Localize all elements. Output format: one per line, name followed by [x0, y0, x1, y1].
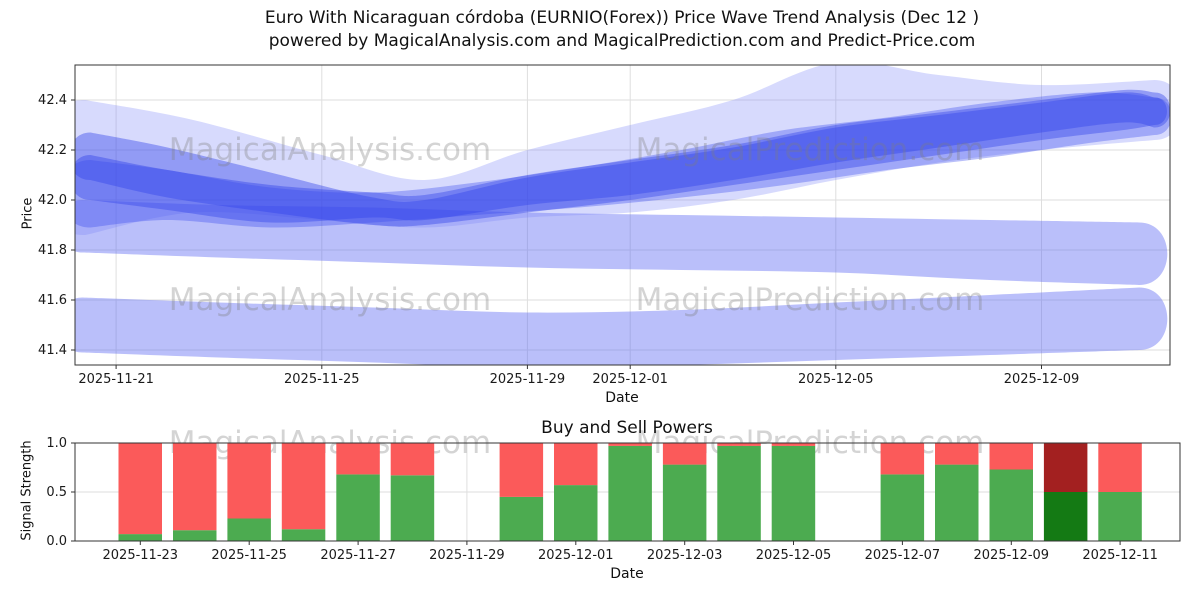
x-tick-label: 2025-11-25 [211, 548, 287, 563]
x-tick-label: 2025-11-25 [284, 372, 360, 387]
x-tick-label: 2025-11-29 [490, 372, 566, 387]
x-tick-label: 2025-11-29 [429, 548, 505, 563]
buy-bar-segment [281, 529, 326, 541]
buy-bar-segment [1098, 492, 1142, 541]
buy-bar-segment [608, 445, 652, 541]
buy-bar-segment [554, 485, 598, 541]
date-axis-label-bottom: Date [610, 566, 644, 582]
price-band-trend-b [75, 92, 1167, 227]
plot-border [74, 64, 1171, 366]
signal-axis-label: Signal Strength [19, 440, 35, 541]
buy-bar-segment [880, 474, 925, 541]
price-axis-label: Price [20, 197, 36, 230]
buy-bar-segment [173, 530, 217, 541]
y-tick-label: 0.0 [46, 534, 67, 549]
y-tick-label: 0.5 [46, 485, 67, 500]
sell-bar-segment [1098, 443, 1142, 492]
buy-bar-segment [717, 445, 761, 541]
y-tick-label: 42.4 [38, 93, 67, 108]
sell-bar-segment [390, 443, 435, 476]
buy-bar-segment [1043, 492, 1088, 541]
plot-border [74, 442, 1181, 542]
y-tick-label: 41.4 [38, 343, 67, 358]
sell-bar-segment [662, 443, 707, 465]
sell-bar-segment [173, 443, 217, 531]
sell-bar-segment [717, 443, 761, 446]
price-band-trend-a [75, 89, 1170, 223]
x-tick-label: 2025-11-23 [103, 548, 179, 563]
price-band-mid-envelope [75, 200, 1168, 285]
figure-title: Euro With Nicaraguan córdoba (EURNIO(For… [264, 8, 980, 28]
y-tick-label: 42.2 [38, 143, 67, 158]
y-tick-label: 41.6 [38, 293, 67, 308]
axes-layer: 2025-11-21 2025-11-25 2025-11-29 2025-12-01… [38, 64, 1181, 563]
x-tick-label: 2025-11-21 [78, 372, 154, 387]
sell-bar-segment [989, 443, 1033, 470]
x-tick-label: 2025-11-27 [320, 548, 396, 563]
price-chart-grid [75, 65, 1170, 365]
sell-bar-segment [880, 443, 925, 475]
sell-bar-segment [935, 443, 979, 465]
x-tick-label: 2025-12-07 [865, 548, 941, 563]
sell-bar-segment [336, 443, 380, 475]
sell-bar-segment [227, 443, 271, 519]
watermark-magicalanalysis: MagicalAnalysis.com [169, 132, 491, 168]
buy-bar-segment [499, 496, 544, 541]
sell-bar-segment [771, 443, 816, 446]
buy-bar-segment [227, 518, 271, 541]
sell-bar-segment [1043, 443, 1088, 492]
y-tick-label: 1.0 [46, 436, 67, 451]
watermark-magicalprediction: MagicalPrediction.com [636, 282, 985, 318]
watermark-magicalanalysis: MagicalAnalysis.com [169, 282, 491, 318]
figure-subtitle: powered by MagicalAnalysis.com and Magic… [268, 31, 976, 51]
buy-bar-segment [935, 464, 979, 541]
buy-bar-segment [989, 469, 1033, 541]
price-band-outer-envelope [75, 65, 1170, 235]
sell-bar-segment [554, 443, 598, 486]
buy-bar-segment [336, 474, 380, 541]
buy-bar-segment [771, 445, 816, 541]
price-band-trend-c [75, 92, 1170, 228]
x-tick-label: 2025-12-01 [538, 548, 614, 563]
price-wave-bands [75, 65, 1170, 365]
x-tick-label: 2025-12-09 [974, 548, 1050, 563]
price-band-lower-envelope [75, 287, 1168, 365]
watermark-magicalprediction: MagicalPrediction.com [636, 132, 985, 168]
y-tick-label: 41.8 [38, 243, 67, 258]
x-tick-label: 2025-12-05 [798, 372, 874, 387]
sell-bar-segment [118, 443, 162, 535]
buy-bar-segment [390, 475, 435, 541]
sell-bar-segment [499, 443, 544, 497]
x-tick-label: 2025-12-03 [647, 548, 723, 563]
x-tick-label: 2025-12-01 [592, 372, 668, 387]
signal-chart-title: Buy and Sell Powers [541, 418, 713, 438]
x-tick-label: 2025-12-09 [1004, 372, 1080, 387]
sell-bar-segment [608, 443, 652, 446]
x-tick-label: 2025-12-11 [1082, 548, 1158, 563]
buy-bar-segment [118, 534, 162, 541]
y-tick-label: 42.0 [38, 193, 67, 208]
date-axis-label-top: Date [605, 390, 639, 406]
x-tick-label: 2025-12-05 [756, 548, 832, 563]
buy-sell-bars [118, 443, 1142, 541]
buy-bar-segment [662, 464, 707, 541]
sell-bar-segment [281, 443, 326, 530]
price-chart-watermarks: MagicalAnalysis.com MagicalPrediction.co… [169, 132, 985, 318]
